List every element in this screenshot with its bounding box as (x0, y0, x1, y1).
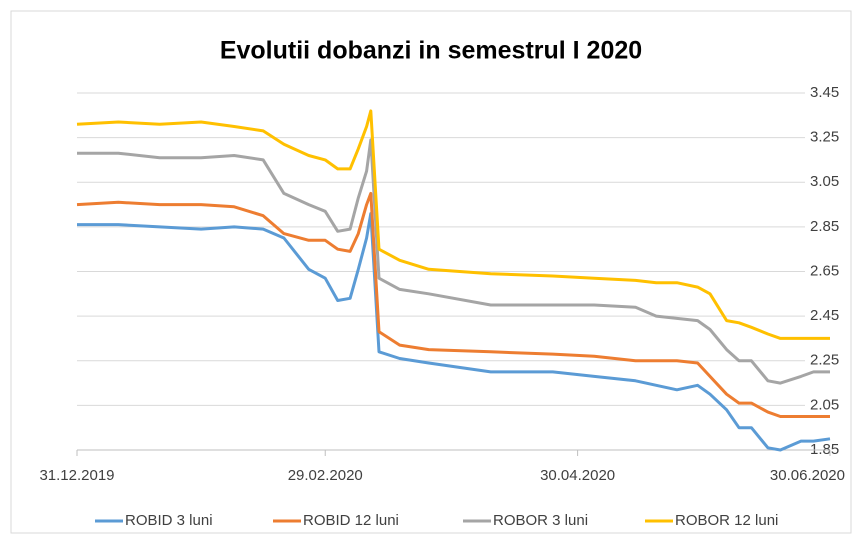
legend-label: ROBID 12 luni (303, 512, 399, 529)
y-tick-label: 3.25 (810, 129, 839, 146)
legend-label: ROBOR 12 luni (675, 512, 778, 529)
series-line (77, 212, 831, 452)
legend-label: ROBID 3 luni (125, 512, 213, 529)
x-tick-label: 30.04.2020 (540, 467, 615, 484)
series-line (77, 138, 830, 385)
y-tick-label: 2.45 (810, 307, 839, 324)
y-tick-label: 3.45 (810, 84, 839, 101)
series-line (76, 109, 830, 340)
legend-label: ROBOR 3 luni (493, 512, 588, 529)
y-tick-label: 2.85 (810, 218, 839, 235)
x-tick-label: 31.12.2019 (39, 467, 114, 484)
y-tick-label: 2.25 (810, 352, 839, 369)
y-tick-label: 1.85 (810, 441, 839, 458)
series-line (76, 191, 830, 418)
x-tick-label: 29.02.2020 (288, 467, 363, 484)
y-tick-label: 2.05 (810, 396, 839, 413)
y-tick-label: 3.05 (810, 173, 839, 190)
y-tick-label: 2.65 (810, 262, 839, 279)
chart-title: Evolutii dobanzi in semestrul I 2020 (220, 37, 642, 65)
x-tick-label: 30.06.2020 (770, 467, 845, 484)
